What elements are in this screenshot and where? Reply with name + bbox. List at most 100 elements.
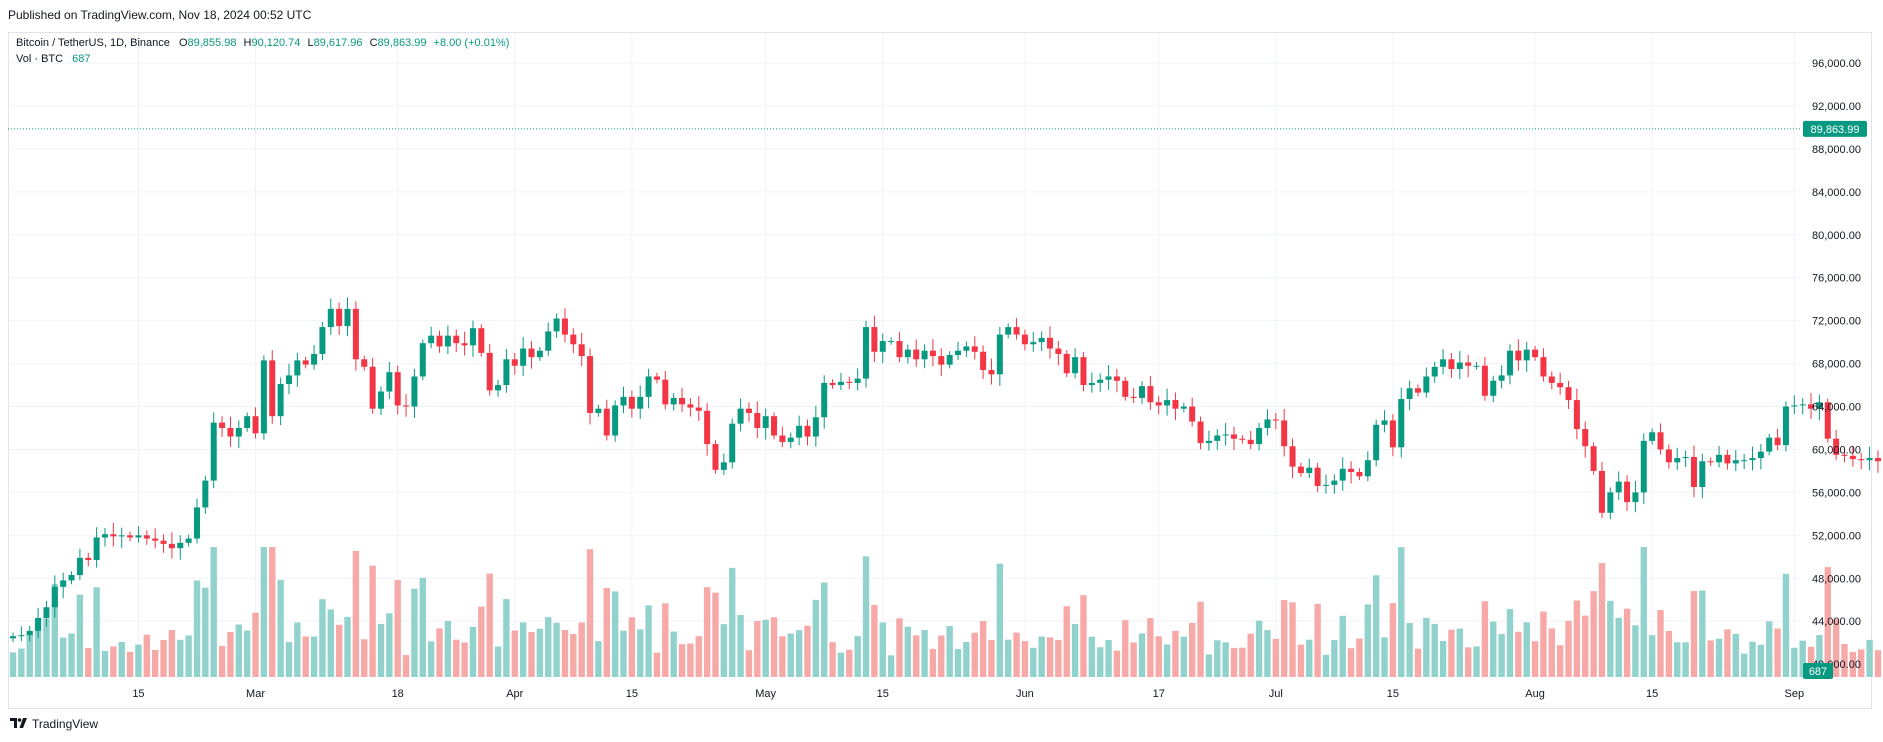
- volume-bar: [745, 650, 753, 677]
- volume-bar: [503, 599, 510, 677]
- volume-bar: [1264, 630, 1271, 677]
- candle-body: [453, 335, 460, 344]
- volume-bar: [637, 629, 644, 677]
- candle-body: [879, 341, 886, 352]
- volume-bar: [1874, 650, 1882, 677]
- volume-bar: [1239, 647, 1246, 677]
- footer-brand[interactable]: TradingView: [32, 716, 99, 731]
- volume-bar: [896, 618, 903, 677]
- volume-bar: [720, 624, 728, 677]
- candle-body: [51, 586, 58, 608]
- volume-bar: [1339, 615, 1346, 677]
- volume-bar: [26, 631, 33, 677]
- volume-bar: [1105, 640, 1112, 677]
- candle-body: [252, 416, 259, 434]
- volume-bar: [1799, 640, 1806, 677]
- candle-body: [1297, 466, 1304, 474]
- candle-body: [1423, 376, 1430, 393]
- volume-bar: [302, 636, 309, 677]
- candle-body: [913, 349, 920, 360]
- candle-body: [1406, 388, 1413, 400]
- candle-body: [1598, 470, 1605, 513]
- candle-body: [403, 405, 410, 407]
- candle-body: [219, 422, 226, 428]
- volume-bar: [1640, 547, 1647, 677]
- volume-legend-row: Vol · BTC 687: [16, 51, 509, 67]
- volume-bar: [1858, 649, 1865, 677]
- chart-frame[interactable]: [8, 32, 1872, 709]
- candle-body: [1782, 406, 1789, 446]
- candle-body: [804, 425, 811, 437]
- volume-bar: [1180, 636, 1188, 677]
- volume-bar: [979, 620, 987, 677]
- volume-bar: [1406, 622, 1413, 677]
- volume-bar: [1515, 631, 1522, 677]
- volume-bar: [1590, 591, 1597, 677]
- candle-body: [386, 372, 393, 392]
- volume-bar: [862, 556, 870, 677]
- volume-bar: [235, 624, 243, 677]
- volume-bar: [1782, 573, 1790, 677]
- candle-body: [277, 383, 284, 417]
- candle-body: [1147, 386, 1154, 403]
- volume-bar: [1297, 644, 1305, 677]
- volume-bar: [1816, 635, 1823, 677]
- volume-bar: [1615, 617, 1622, 677]
- candle-body: [637, 396, 644, 409]
- candle-body: [1557, 382, 1564, 388]
- volume-bar: [678, 644, 686, 677]
- volume-bar: [1732, 633, 1739, 677]
- candle-body: [1139, 386, 1146, 398]
- volume-bar: [1523, 622, 1530, 677]
- candle-body: [1624, 481, 1631, 503]
- candle-body: [553, 318, 560, 332]
- volume-bar: [1490, 621, 1497, 677]
- candle-body: [720, 462, 727, 470]
- candle-body: [444, 335, 451, 347]
- y-tick-label: 76,000.00: [1812, 273, 1861, 285]
- candle-body: [1657, 432, 1664, 450]
- candle-body: [1256, 427, 1263, 445]
- candle-body: [110, 534, 117, 537]
- volume-bar: [1648, 635, 1656, 677]
- volume-bar: [837, 652, 845, 677]
- candle-body: [428, 335, 435, 344]
- volume-bar: [687, 643, 694, 677]
- tradingview-logo-icon: [10, 716, 28, 731]
- candle-body: [1640, 440, 1647, 493]
- candle-body: [1816, 402, 1823, 409]
- y-tick-label: 92,000.00: [1812, 101, 1861, 113]
- candle-body: [202, 480, 209, 508]
- candle-body: [1306, 467, 1313, 474]
- candle-body: [1766, 437, 1773, 452]
- volume-bar: [1598, 563, 1606, 677]
- volume-bar: [511, 630, 518, 677]
- candle-body: [787, 437, 794, 442]
- volume-bar: [1740, 653, 1748, 677]
- volume-bar: [1807, 646, 1815, 677]
- candle-body: [1322, 484, 1329, 486]
- volume-bar: [1163, 644, 1171, 677]
- candle-body: [528, 348, 535, 358]
- candle-body: [854, 378, 861, 383]
- candle-body: [1665, 449, 1672, 463]
- volume-bar: [787, 633, 794, 677]
- candle-body: [1699, 461, 1706, 488]
- volume-bar: [1122, 620, 1129, 677]
- candle-body: [620, 396, 627, 406]
- volume-bar: [1791, 647, 1798, 677]
- volume-bar: [695, 636, 702, 677]
- x-tick-label: 15: [1387, 688, 1399, 700]
- volume-bar: [1682, 642, 1689, 677]
- candle-body: [377, 391, 384, 409]
- low-value: 89,617.96: [313, 37, 363, 49]
- volume-bar: [1130, 642, 1137, 677]
- candle-body: [1373, 424, 1380, 461]
- volume-bar: [18, 648, 25, 677]
- candle-body: [1230, 434, 1237, 439]
- candle-body: [745, 408, 752, 413]
- volume-bar: [93, 587, 100, 677]
- volume-bar: [795, 630, 803, 677]
- y-tick-label: 84,000.00: [1812, 187, 1861, 199]
